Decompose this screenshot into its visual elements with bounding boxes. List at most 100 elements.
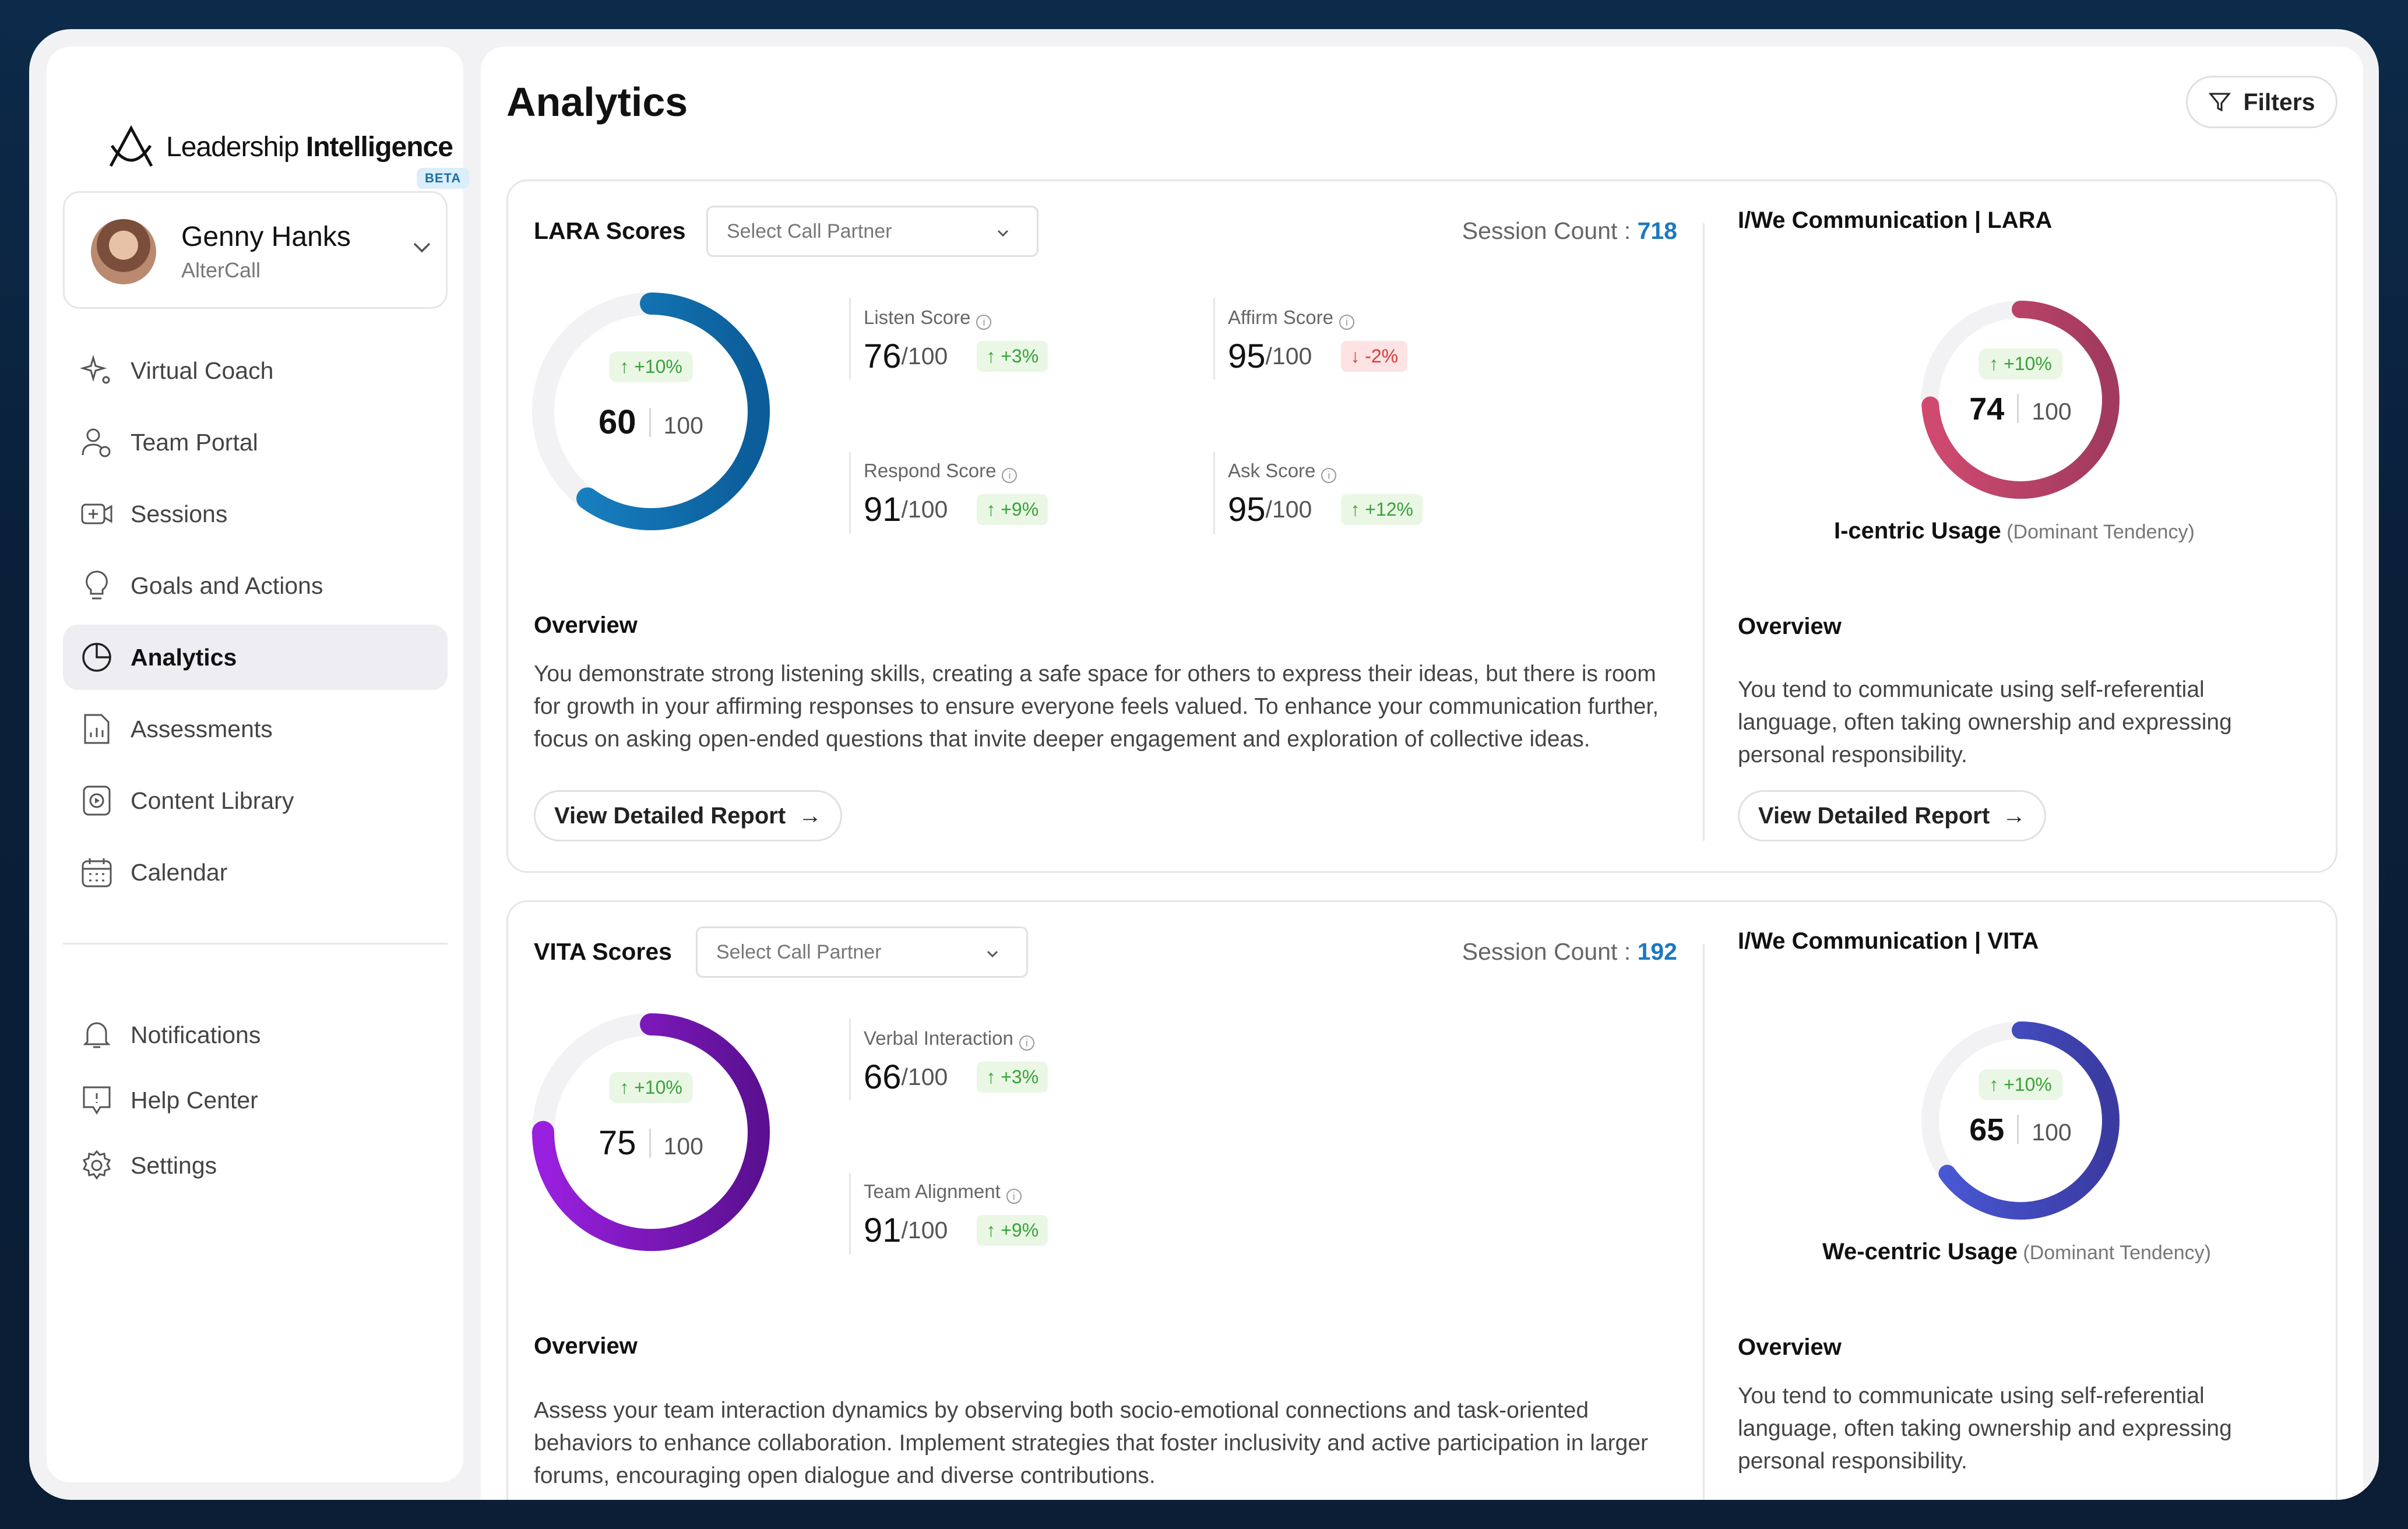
sidebar-item-calendar[interactable]: Calendar [63,840,448,905]
lara-call-partner-select[interactable]: Select Call Partner [706,206,1038,257]
logo-icon [109,125,153,167]
metric-change-badge: ↑ +9% [977,1215,1048,1246]
metric-max: /100 [901,1217,948,1243]
gauge-progress-arc [1921,301,2120,499]
gauge-ring [1921,1021,2120,1220]
sidebar-item-label: Sessions [131,500,228,527]
vita-iwe-title: I/We Communication | VITA [1738,928,2039,954]
card-divider [1703,223,1705,841]
lara-view-report-button[interactable]: View Detailed Report → [534,790,843,841]
lara-overview-title: Overview [534,612,638,638]
sidebar-item-label: Assessments [131,715,273,742]
help-icon [79,1083,114,1118]
app-window: Leadership Intelligence BETA Genny Hanks… [29,29,2379,1500]
metric-label: Listen Score i [864,306,1048,330]
sidebar-item-notifications[interactable]: Notifications [63,1002,448,1068]
sidebar-secondary-nav: Notifications Help Center Settings [63,1002,448,1198]
lara-iwe-view-report-button[interactable]: View Detailed Report → [1738,790,2047,841]
play-file-icon [79,783,114,818]
gauge-max: 100 [663,1133,703,1160]
filters-button[interactable]: Filters [2186,76,2337,128]
gauge-progress-arc [1921,1021,2120,1220]
gauge-max: 100 [663,412,703,439]
metric-change-badge: ↑ +9% [977,494,1048,525]
info-icon[interactable]: i [1339,315,1354,330]
brand-logo[interactable]: Leadership Intelligence BETA [105,82,470,189]
metric-score: 76 [864,337,902,375]
lara-card: LARA Scores Select Call Partner Session … [506,179,2337,873]
sidebar-item-goals-and-actions[interactable]: Goals and Actions [63,553,448,618]
vita-call-partner-select[interactable]: Select Call Partner [696,926,1028,978]
sidebar-item-assessments[interactable]: Assessments [63,696,448,762]
sidebar-item-label: Analytics [131,643,237,671]
gauge-score: 75 [599,1124,636,1162]
avatar [91,219,156,284]
gauge-change-value: +10% [2004,1074,2052,1095]
gauge-max: 100 [2032,398,2072,425]
lara-iwe-title: I/We Communication | LARA [1738,207,2053,233]
sidebar-item-label: Goals and Actions [131,572,323,599]
gauge-change-badge: ↑ +10% [1978,348,2062,379]
arrow-right-icon: → [798,802,822,829]
session-label: Session Count : [1462,938,1638,965]
profile-switcher[interactable]: Genny Hanks AlterCall [63,191,448,309]
metric-value: 91/100 ↑ +9% [864,1211,1048,1250]
main-content: Analytics Filters LARA Scores Select Cal… [481,47,2363,1500]
sidebar-item-label: Team Portal [131,428,258,456]
metric-label: Respond Score i [864,460,1048,483]
info-icon[interactable]: i [1006,1189,1022,1204]
metric-change-value: +12% [1365,499,1413,520]
button-label: View Detailed Report [554,802,786,829]
respond-score: Respond Score i 91/100 ↑ +9% [864,460,1048,529]
profile-org: AlterCall [181,258,261,282]
sidebar-item-team-portal[interactable]: Team Portal [63,410,448,475]
sidebar-item-analytics[interactable]: Analytics [63,625,448,690]
gauge-score: 65 [1969,1112,2005,1147]
lara-title: LARA Scores [534,217,686,244]
metric-score: 91 [864,491,902,529]
chevron-down-icon [997,230,1009,237]
vita-overview-title: Overview [534,1333,638,1359]
beta-badge: BETA [417,168,470,189]
metric-change-value: +9% [1001,499,1039,520]
session-value: 192 [1637,938,1677,965]
gauge-ring [532,1013,770,1251]
metric-label-text: Listen Score [864,306,971,328]
gauge-score: 60 [599,403,636,441]
metric-score: 95 [1228,491,1266,529]
gauge-change-value: +10% [634,1077,682,1098]
arrow-right-icon: → [2002,802,2026,829]
info-icon[interactable]: i [1321,468,1337,483]
info-icon[interactable]: i [976,315,992,330]
sidebar-item-help-center[interactable]: Help Center [63,1068,448,1133]
sidebar-item-virtual-coach[interactable]: Virtual Coach [63,338,448,403]
vita-iwe-overview-title: Overview [1738,1334,1842,1360]
sidebar-item-content-library[interactable]: Content Library [63,768,448,833]
session-label: Session Count : [1462,217,1638,244]
metric-change-value: -2% [1365,346,1399,367]
gauge-change-badge: ↑ +10% [609,351,693,382]
metric-score: 91 [864,1211,902,1249]
gauge-value: 74 100 [1916,391,2125,427]
lara-iwe-overview-title: Overview [1738,614,1842,639]
calendar-icon [79,855,114,890]
report-icon [79,711,114,746]
vita-score-gauge: ↑ +10% 75 100 [526,1007,776,1257]
lara-iwe-usage: I-centric Usage (Dominant Tendency) [1834,518,2195,544]
lara-session-count: Session Count : 718 [1462,217,1677,245]
button-label: View Detailed Report [1758,802,1990,829]
gauge-ring [532,293,770,530]
pie-chart-icon [79,640,114,675]
metric-max: /100 [901,496,948,523]
info-icon[interactable]: i [1002,468,1018,483]
sidebar-item-settings[interactable]: Settings [63,1133,448,1198]
filters-label: Filters [2243,88,2315,115]
profile-name: Genny Hanks [181,221,351,252]
sidebar-item-sessions[interactable]: Sessions [63,481,448,547]
vita-iwe-gauge: ↑ +10% 65 100 [1916,1016,2125,1225]
sidebar-item-label: Settings [131,1151,217,1179]
info-icon[interactable]: i [1019,1035,1034,1051]
metric-value: 95/100 ↑ +12% [1228,490,1423,529]
metric-label: Team Alignment i [864,1181,1048,1204]
listen-score: Listen Score i 76/100 ↑ +3% [864,306,1048,376]
